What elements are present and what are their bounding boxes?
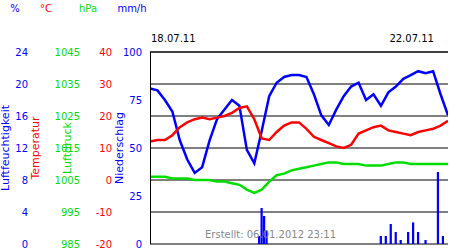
svg-text:16: 16	[15, 111, 28, 122]
svg-text:100: 100	[123, 47, 142, 58]
svg-text:12: 12	[15, 143, 28, 154]
svg-text:Temperatur: Temperatur	[29, 116, 42, 181]
svg-text:40: 40	[99, 47, 112, 58]
svg-text:mm/h: mm/h	[117, 3, 146, 14]
svg-text:0: 0	[106, 175, 112, 186]
svg-text:1045: 1045	[55, 47, 80, 58]
svg-text:75: 75	[129, 95, 142, 106]
svg-text:4: 4	[22, 207, 28, 218]
svg-text:10: 10	[99, 143, 112, 154]
svg-text:Luftfeuchtigkeit: Luftfeuchtigkeit	[8, 104, 12, 191]
svg-text:30: 30	[99, 79, 112, 90]
svg-text:1015: 1015	[55, 143, 80, 154]
svg-text:1025: 1025	[55, 111, 80, 122]
svg-text:%: %	[10, 3, 20, 14]
svg-text:0: 0	[22, 239, 28, 250]
svg-text:0: 0	[136, 239, 142, 250]
svg-text:20: 20	[15, 79, 28, 90]
svg-text:1005: 1005	[55, 175, 80, 186]
svg-text:-20: -20	[96, 239, 112, 250]
svg-text:50: 50	[129, 143, 142, 154]
svg-text:20: 20	[99, 111, 112, 122]
svg-text:8: 8	[22, 175, 28, 186]
svg-text:25: 25	[129, 191, 142, 202]
svg-text:18.07.11: 18.07.11	[151, 33, 196, 44]
svg-text:995: 995	[61, 207, 80, 218]
svg-text:985: 985	[61, 239, 80, 250]
svg-text:1035: 1035	[55, 79, 80, 90]
svg-text:Erstellt: 06.01.2012 23:11: Erstellt: 06.01.2012 23:11	[205, 229, 336, 240]
svg-text:-10: -10	[96, 207, 112, 218]
svg-text:Niederschlag: Niederschlag	[113, 112, 126, 184]
svg-text:hPa: hPa	[79, 3, 97, 14]
svg-text:°C: °C	[40, 3, 52, 14]
svg-text:Luftdruck: Luftdruck	[61, 121, 74, 173]
svg-text:22.07.11: 22.07.11	[389, 33, 434, 44]
svg-text:24: 24	[15, 47, 28, 58]
